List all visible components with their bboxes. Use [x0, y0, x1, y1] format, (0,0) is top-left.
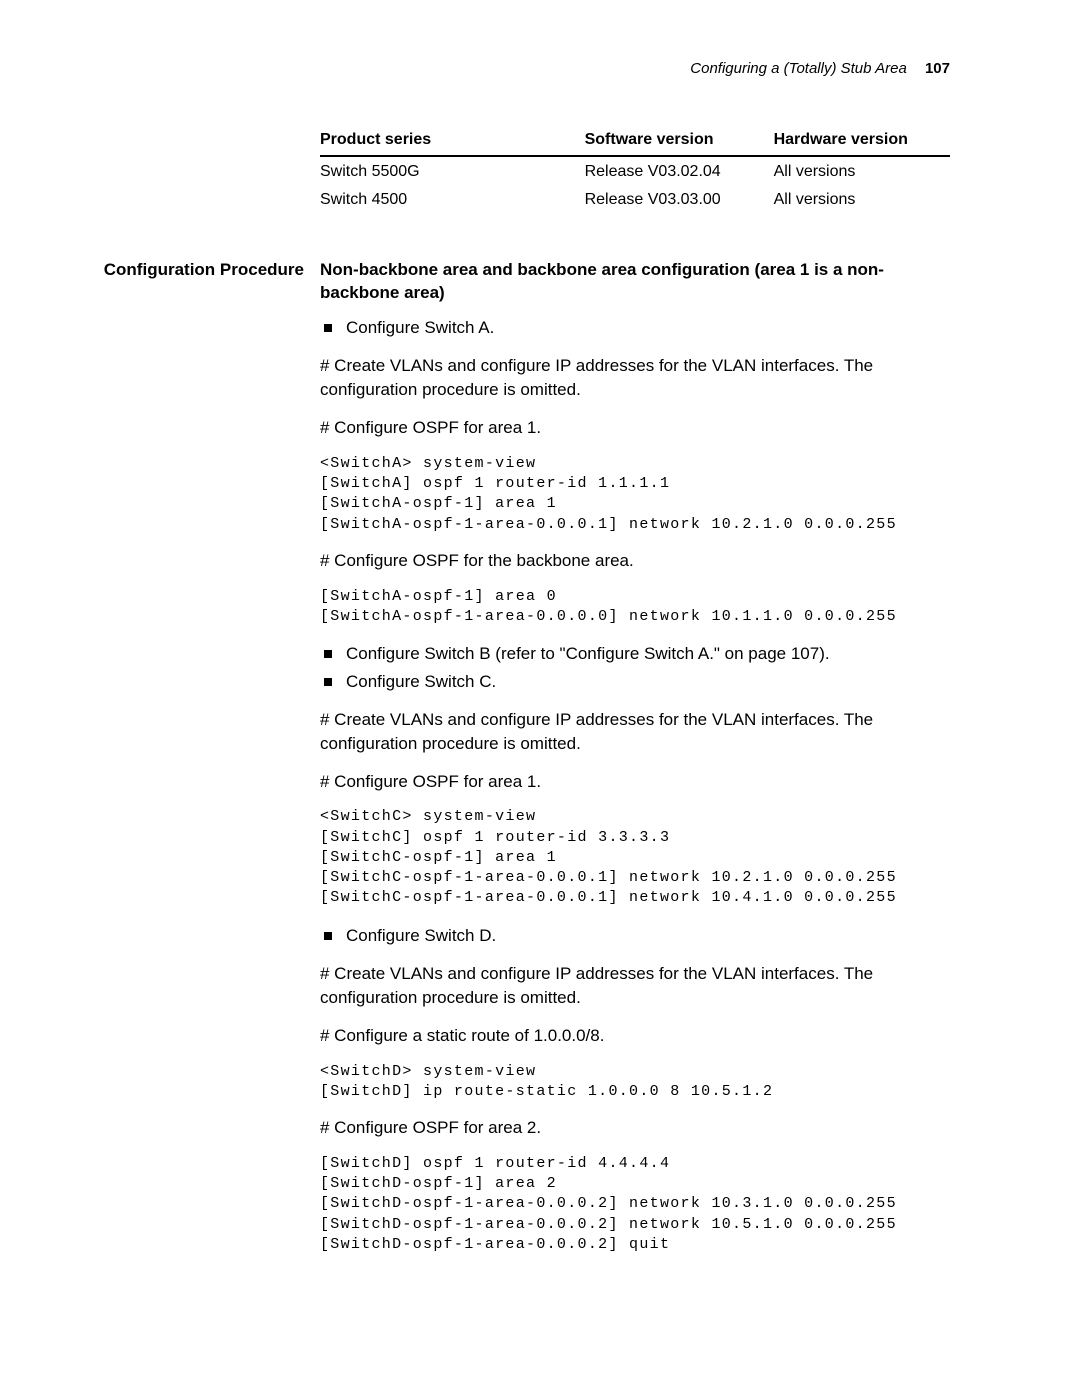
cell-product: Switch 5500G — [320, 156, 585, 185]
cell-hardware: All versions — [774, 185, 950, 213]
bullet-list: Configure Switch B (refer to "Configure … — [320, 641, 950, 694]
col-hardware-version: Hardware version — [774, 127, 950, 156]
col-product-series: Product series — [320, 127, 585, 156]
table-container: Product series Software version Hardware… — [320, 127, 950, 259]
page: Configuring a (Totally) Stub Area 107 Pr… — [0, 0, 1080, 1397]
cell-hardware: All versions — [774, 156, 950, 185]
section-title: Non-backbone area and backbone area conf… — [320, 259, 950, 305]
code-block: <SwitchD> system-view [SwitchD] ip route… — [320, 1062, 950, 1103]
code-block: <SwitchA> system-view [SwitchA] ospf 1 r… — [320, 454, 950, 535]
paragraph: # Configure a static route of 1.0.0.0/8. — [320, 1024, 950, 1048]
paragraph: # Configure OSPF for area 1. — [320, 770, 950, 794]
table-row: Switch 4500 Release V03.03.00 All versio… — [320, 185, 950, 213]
running-title: Configuring a (Totally) Stub Area — [690, 60, 907, 77]
product-table: Product series Software version Hardware… — [320, 127, 950, 213]
section-content: Non-backbone area and backbone area conf… — [320, 259, 950, 1269]
paragraph: # Configure OSPF for the backbone area. — [320, 549, 950, 573]
page-number: 107 — [925, 60, 950, 77]
blocks-host: Configure Switch A. # Create VLANs and co… — [320, 315, 950, 1255]
table-header-row: Product series Software version Hardware… — [320, 127, 950, 156]
bullet-list: Configure Switch A. — [320, 315, 950, 341]
cell-software: Release V03.02.04 — [585, 156, 774, 185]
bullet-item: Configure Switch A. — [320, 315, 950, 341]
running-header: Configuring a (Totally) Stub Area 107 — [100, 60, 950, 77]
bullet-list: Configure Switch D. — [320, 923, 950, 949]
bullet-item: Configure Switch D. — [320, 923, 950, 949]
left-col-spacer-1 — [100, 127, 310, 259]
code-block: [SwitchA-ospf-1] area 0 [SwitchA-ospf-1-… — [320, 587, 950, 628]
paragraph: # Configure OSPF for area 2. — [320, 1116, 950, 1140]
left-col-section-label: Configuration Procedure — [100, 259, 310, 1269]
section-label: Configuration Procedure — [100, 259, 310, 281]
paragraph: # Create VLANs and configure IP addresse… — [320, 962, 950, 1010]
code-block: <SwitchC> system-view [SwitchC] ospf 1 r… — [320, 807, 950, 908]
cell-product: Switch 4500 — [320, 185, 585, 213]
cell-software: Release V03.03.00 — [585, 185, 774, 213]
col-software-version: Software version — [585, 127, 774, 156]
paragraph: # Create VLANs and configure IP addresse… — [320, 354, 950, 402]
code-block: [SwitchD] ospf 1 router-id 4.4.4.4 [Swit… — [320, 1154, 950, 1255]
paragraph: # Configure OSPF for area 1. — [320, 416, 950, 440]
table-row: Switch 5500G Release V03.02.04 All versi… — [320, 156, 950, 185]
bullet-item: Configure Switch C. — [320, 669, 950, 695]
bullet-item: Configure Switch B (refer to "Configure … — [320, 641, 950, 667]
paragraph: # Create VLANs and configure IP addresse… — [320, 708, 950, 756]
body-grid: Product series Software version Hardware… — [100, 127, 950, 1269]
